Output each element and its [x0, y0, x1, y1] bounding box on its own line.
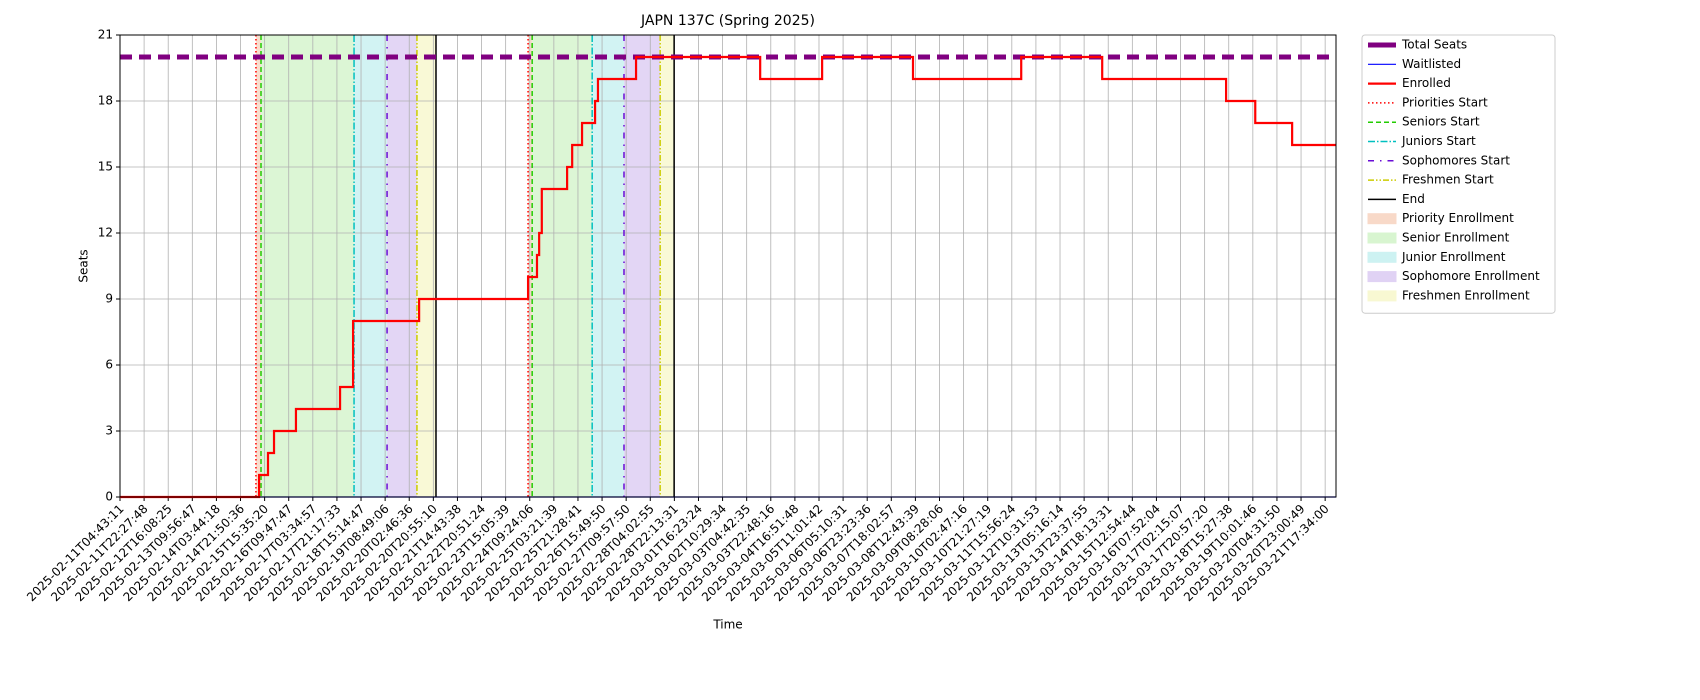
enrollment-span	[387, 35, 417, 497]
enrollment-span	[623, 35, 661, 497]
y-tick-label: 18	[98, 94, 113, 108]
y-tick-label: 12	[98, 226, 113, 240]
legend-label: Waitlisted	[1402, 57, 1461, 71]
legend-label: Juniors Start	[1401, 134, 1476, 148]
legend-box	[1361, 34, 1556, 314]
y-tick-label: 15	[98, 160, 113, 174]
enrollment-span	[261, 35, 355, 497]
y-tick-label: 3	[105, 424, 113, 438]
y-tick-label: 21	[98, 28, 113, 42]
enrollment-span	[255, 35, 262, 497]
y-tick-label: 0	[105, 490, 113, 504]
enrollment-span	[354, 35, 388, 497]
y-tick-label: 9	[105, 292, 113, 306]
legend-label: End	[1402, 192, 1425, 206]
chart-title: JAPN 137C (Spring 2025)	[640, 13, 815, 29]
legend-label: Sophomore Enrollment	[1402, 269, 1540, 283]
legend-label: Priorities Start	[1402, 95, 1488, 109]
series-line	[120, 55, 1336, 499]
legend-label: Freshmen Enrollment	[1402, 288, 1530, 302]
legend-label: Senior Enrollment	[1402, 231, 1510, 245]
legend-label: Enrolled	[1402, 76, 1451, 90]
legend-label: Freshmen Start	[1402, 173, 1494, 187]
legend-label: Junior Enrollment	[1401, 250, 1506, 264]
legend-label: Total Seats	[1401, 38, 1467, 52]
legend-swatch	[1367, 271, 1397, 283]
legend-swatch	[1367, 232, 1397, 244]
x-axis-label: Time	[712, 618, 742, 632]
legend-label: Priority Enrollment	[1402, 211, 1514, 225]
plot-frame	[119, 34, 1337, 498]
enrollment-span	[416, 35, 436, 497]
y-tick-label: 6	[105, 358, 113, 372]
legend-swatch	[1367, 213, 1397, 225]
y-axis-label: Seats	[77, 249, 91, 282]
legend-label: Seniors Start	[1402, 115, 1480, 129]
legend-label: Sophomores Start	[1402, 153, 1510, 167]
enrollment-span	[592, 35, 624, 497]
legend-swatch	[1367, 290, 1397, 302]
enrollment-span	[532, 35, 593, 497]
enrollment-span	[660, 35, 675, 497]
legend-swatch	[1367, 251, 1397, 263]
